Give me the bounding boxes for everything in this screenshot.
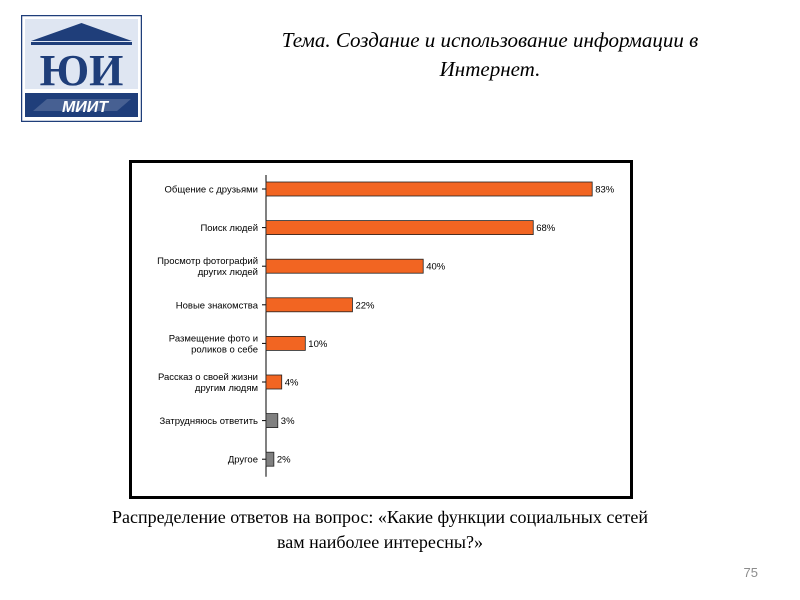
bar-value-label: 68%	[536, 223, 556, 234]
category-label: Другое	[228, 455, 258, 466]
category-label: Размещение фото и роликов о себе	[169, 333, 258, 355]
chart-frame: 83% Общение с друзьями 68% Поиск людей 40% Пр…	[129, 160, 633, 499]
category-label-line: другим людям	[195, 383, 258, 394]
bar-value-label: 2%	[277, 455, 291, 466]
bar-3	[265, 258, 424, 274]
category-label-line: Общение с друзьями	[165, 185, 258, 196]
category-label-line: Поиск людей	[200, 223, 258, 234]
bar-value-label: 83%	[595, 185, 615, 196]
category-label: Рассказ о своей жизни другим людям	[158, 372, 258, 394]
bar-8	[265, 451, 275, 467]
bar-6	[265, 374, 283, 390]
category-label-line: Новые знакомства	[176, 300, 259, 311]
bar-value-label: 40%	[426, 262, 446, 273]
logo-wordmark: МИИТ	[62, 99, 109, 116]
bar-value-label: 3%	[281, 416, 295, 427]
bar-chart: 83% Общение с друзьями 68% Поиск людей 40% Пр…	[157, 175, 615, 477]
category-label: Просмотр фотографий других людей	[157, 256, 258, 278]
category-label: Затрудняюсь ответить	[160, 416, 259, 427]
logo-monogram: ЮИ	[40, 46, 124, 95]
bar-value-label: 10%	[308, 339, 328, 350]
bar-value-label: 22%	[355, 300, 375, 311]
logo-pediment	[31, 23, 132, 41]
chart-caption-line-2: вам наиболее интересны?»	[276, 532, 484, 552]
bar-2	[265, 220, 534, 235]
chart-caption: Распределение ответов на вопрос: «Какие …	[60, 505, 700, 555]
slide-title: Тема. Создание и использование информаци…	[225, 26, 755, 84]
category-label-line: Другое	[228, 455, 258, 466]
category-label-line: Рассказ о своей жизни	[158, 372, 258, 383]
category-label-line: Просмотр фотографий	[157, 256, 258, 267]
category-label-line: Размещение фото и	[169, 333, 258, 344]
bar-5	[265, 335, 306, 351]
chart-caption-line-1: Распределение ответов на вопрос: «Какие …	[111, 507, 649, 527]
page-number: 75	[743, 565, 758, 580]
bar-value-label: 4%	[285, 378, 299, 389]
category-label-line: роликов о себе	[191, 344, 258, 355]
bar-4	[265, 297, 353, 313]
category-label: Общение с друзьями	[165, 185, 258, 196]
slide-title-line-2: Интернет.	[439, 57, 541, 81]
bar-7	[265, 413, 279, 429]
miit-logo: ЮИ МИИТ	[21, 15, 142, 122]
category-label: Новые знакомства	[176, 300, 259, 311]
category-label-line: других людей	[198, 267, 258, 278]
slide-title-line-1: Тема. Создание и использование информаци…	[281, 28, 699, 52]
category-label: Поиск людей	[200, 223, 258, 234]
category-label-line: Затрудняюсь ответить	[160, 416, 259, 427]
logo-band	[25, 93, 138, 117]
bar-1	[265, 181, 593, 197]
